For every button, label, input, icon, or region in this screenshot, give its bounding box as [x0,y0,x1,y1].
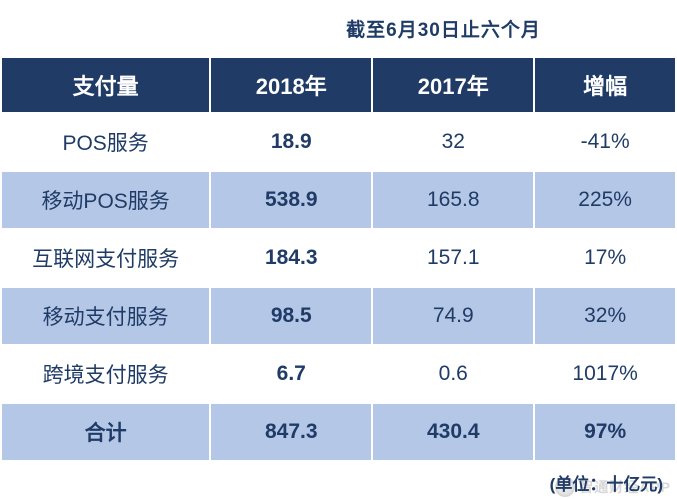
row-label: 移动POS服务 [0,170,212,230]
row-label: 移动支付服务 [0,286,212,346]
header-growth: 增幅 [533,56,677,114]
value-growth: 17% [533,228,677,288]
row-label: 跨境支付服务 [0,344,212,404]
value-2017: 430.4 [371,402,536,462]
table-row-pos-service: POS服务 18.9 32 -41% [0,112,677,172]
header-payment-volume: 支付量 [0,56,212,114]
value-growth: -41% [533,112,677,172]
table-caption: 截至6月30日止六个月 [346,19,541,41]
value-2018: 847.3 [209,402,374,462]
footer-row: (单位：十亿元) [0,462,677,499]
value-2017: 32 [371,112,536,172]
row-label: 互联网支付服务 [0,228,212,288]
value-2017: 74.9 [371,286,536,346]
value-growth: 32% [533,286,677,346]
value-2017: 165.8 [371,170,536,230]
value-2018: 538.9 [209,170,374,230]
value-growth: 1017% [533,344,677,404]
payments-table: 支付量 2018年 2017年 增幅 POS服务 18.9 32 -41% 移动… [0,56,677,462]
header-year-2017: 2017年 [371,56,536,114]
value-2018: 6.7 [209,344,374,404]
value-2018: 184.3 [209,228,374,288]
table-row-mobile-payment-service: 移动支付服务 98.5 74.9 32% [0,286,677,346]
table-header-row: 支付量 2018年 2017年 增幅 [0,56,677,114]
value-growth: 225% [533,170,677,230]
value-2017: 157.1 [371,228,536,288]
header-year-2018: 2018年 [209,56,374,114]
table-row-total: 合计 847.3 430.4 97% [0,402,677,462]
value-growth: 97% [533,402,677,462]
row-label: 合计 [0,402,212,462]
caption-row: 截至6月30日止六个月 [0,0,677,56]
value-2017: 0.6 [371,344,536,404]
table-row-cross-border-payment-service: 跨境支付服务 6.7 0.6 1017% [0,344,677,404]
row-label: POS服务 [0,112,212,172]
value-2018: 98.5 [209,286,374,346]
value-2018: 18.9 [209,112,374,172]
table-row-mobile-pos-service: 移动POS服务 538.9 165.8 225% [0,170,677,230]
unit-note: (单位：十亿元) [549,475,663,494]
table-row-internet-payment-service: 互联网支付服务 184.3 157.1 17% [0,228,677,288]
